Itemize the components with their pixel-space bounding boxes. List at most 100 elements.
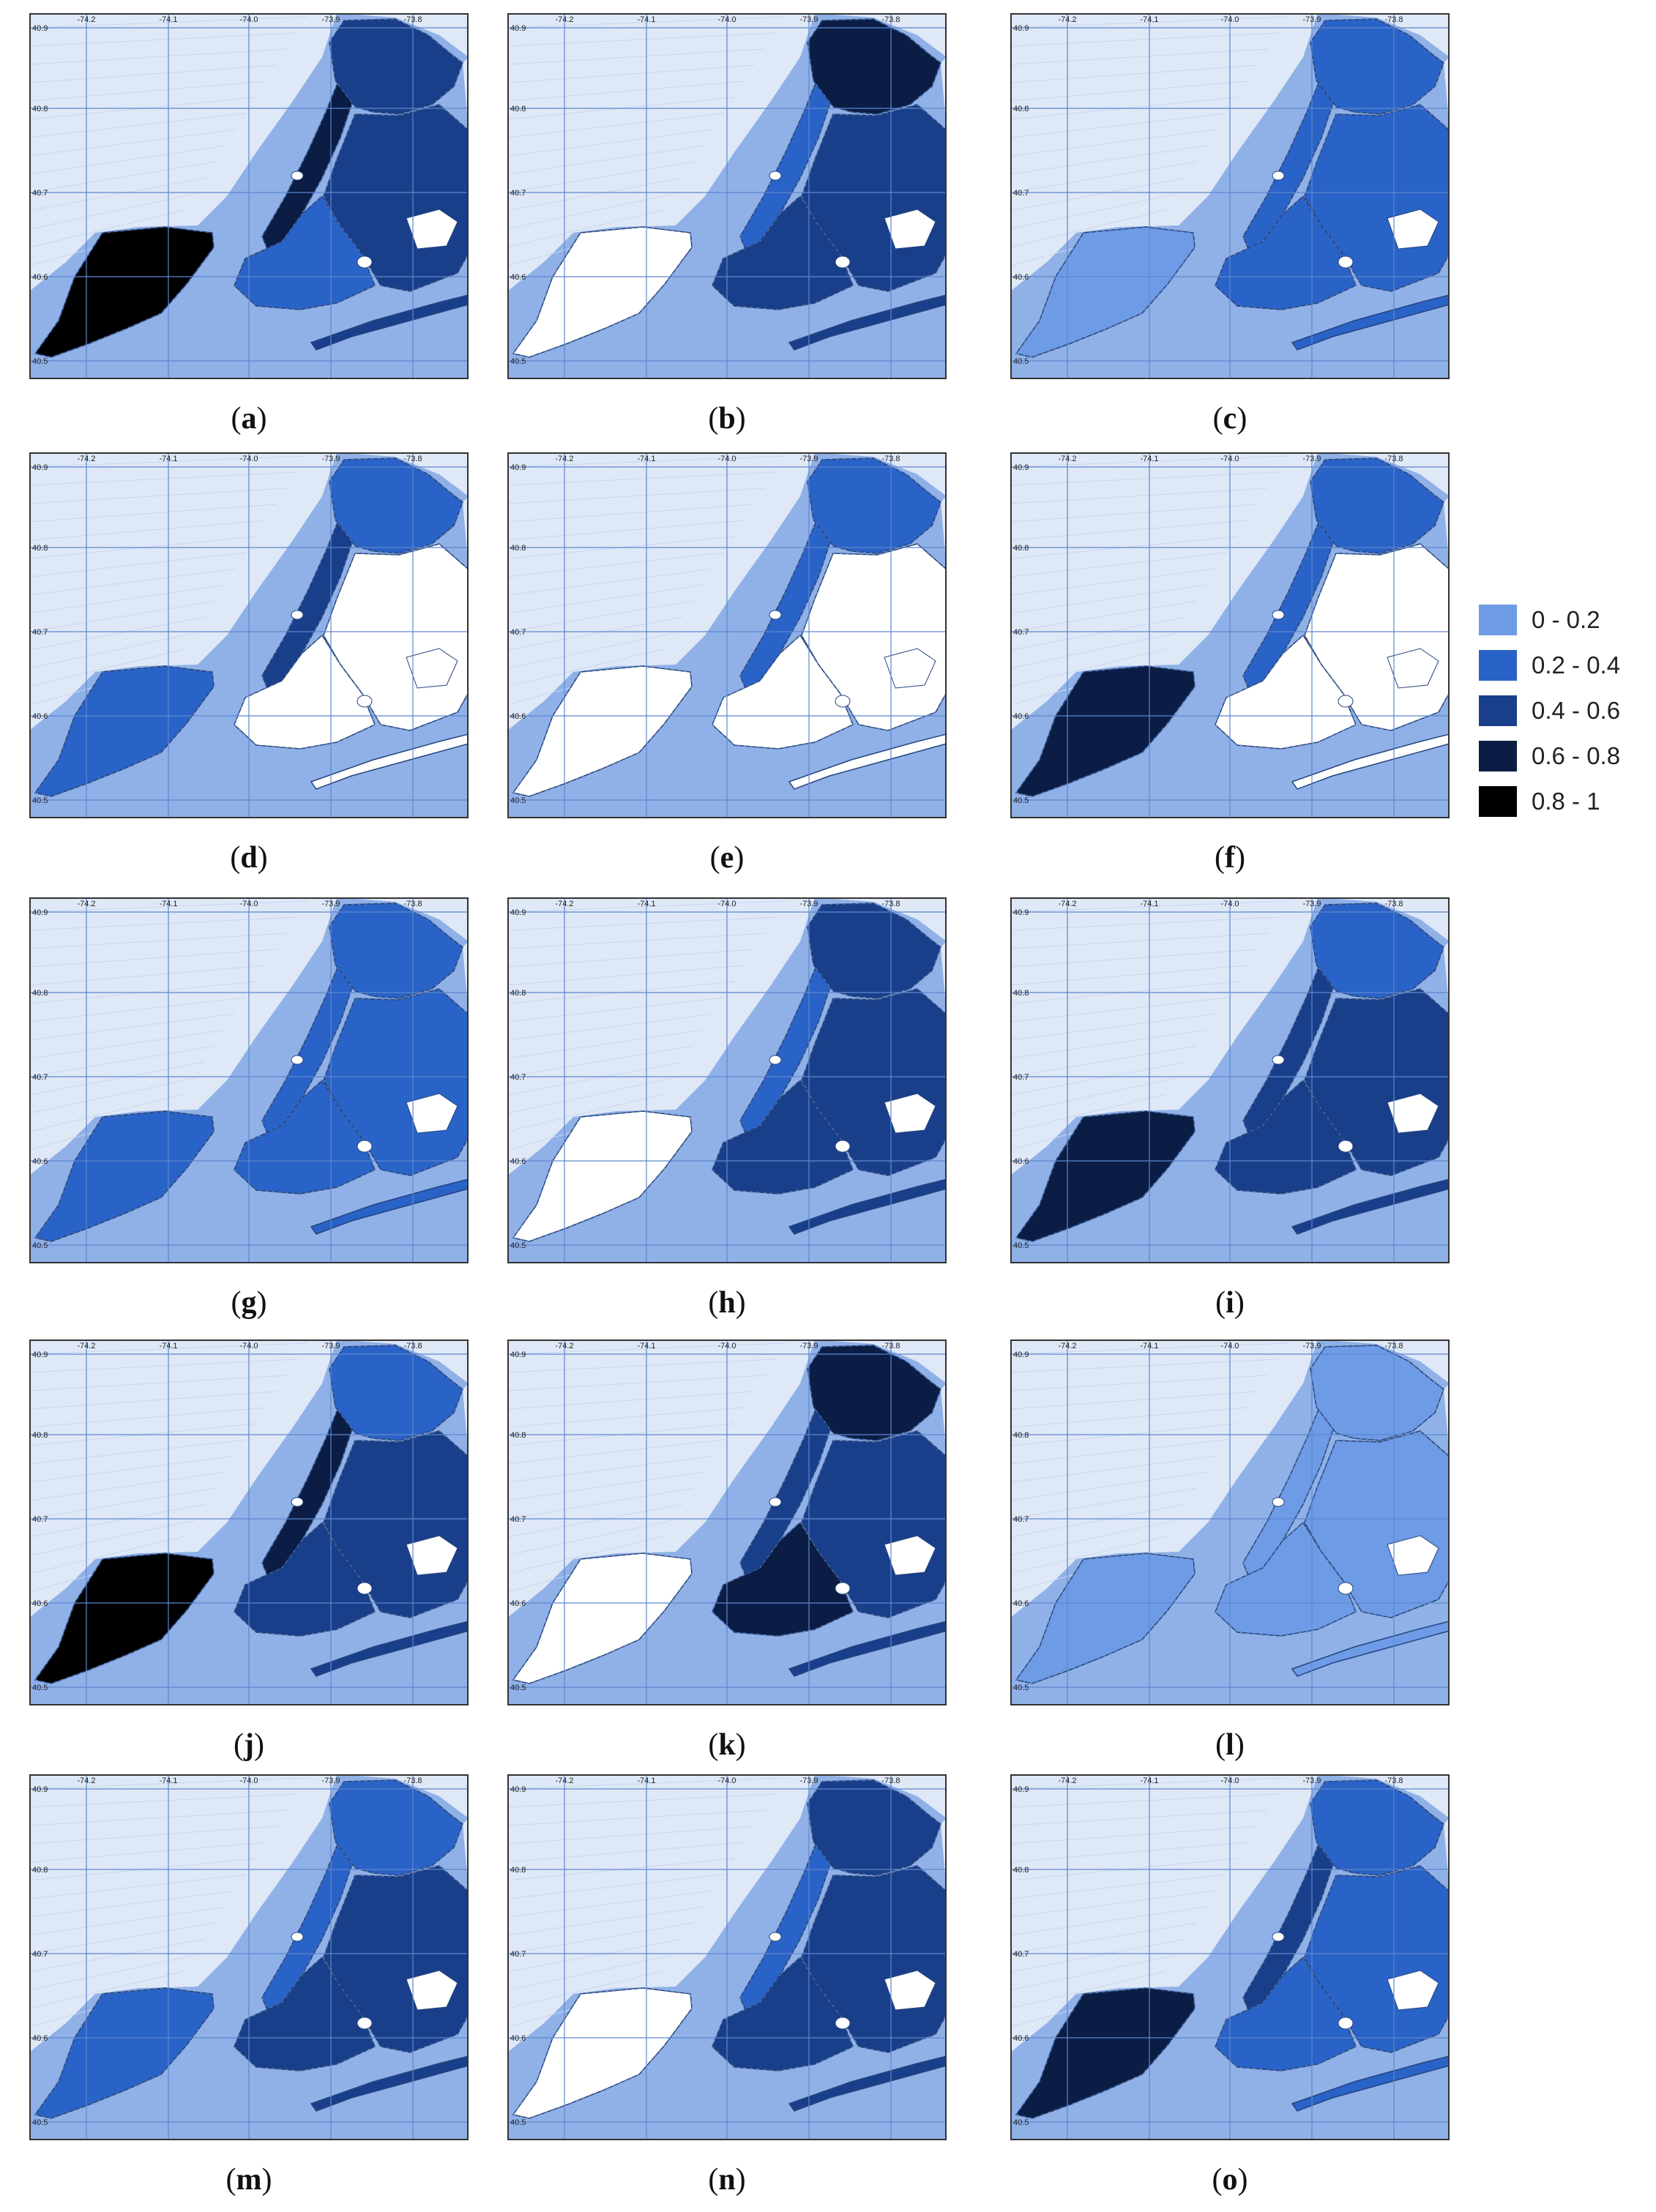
y-tick-label: 40.5 bbox=[510, 1684, 526, 1692]
map-frame: -74.2 -74.1 -74.0 -73.9 -73.8 40.9 40.8 40.7 40.… bbox=[507, 13, 947, 394]
panel-letter: h bbox=[718, 1286, 736, 1320]
district-outlines bbox=[1310, 903, 1444, 999]
x-tick-label: -74.0 bbox=[239, 15, 258, 24]
y-tick-label: 40.8 bbox=[510, 105, 526, 113]
y-tick-label: 40.7 bbox=[32, 1515, 48, 1524]
unshaded-area bbox=[884, 1093, 936, 1134]
street-texture bbox=[507, 1890, 715, 1918]
street-texture bbox=[29, 1061, 206, 1096]
street-texture bbox=[507, 487, 766, 504]
x-tick-label: -74.2 bbox=[77, 1776, 95, 1785]
x-tick-label: -74.1 bbox=[1140, 1776, 1158, 1785]
x-tick-label: -74.2 bbox=[555, 15, 573, 24]
mainland-area bbox=[1318, 452, 1450, 496]
x-tick-label: -74.1 bbox=[1140, 1342, 1158, 1350]
district-outlines bbox=[329, 18, 463, 115]
choropleth-map: -74.2 -74.1 -74.0 -73.9 -73.8 40.9 40.8 40.7 40.… bbox=[1010, 1339, 1450, 1705]
x-tick-label: -74.1 bbox=[159, 455, 177, 463]
street-texture bbox=[1010, 997, 1228, 1023]
street-texture bbox=[507, 161, 694, 193]
unshaded-area bbox=[884, 209, 936, 250]
street-texture bbox=[507, 632, 674, 669]
street-texture bbox=[29, 1906, 226, 1936]
street-texture bbox=[507, 1809, 766, 1826]
map-frame: -74.2 -74.1 -74.0 -73.9 -73.8 40.9 40.8 40.7 40.… bbox=[29, 452, 469, 833]
x-tick-label: -73.8 bbox=[403, 15, 422, 24]
street-texture bbox=[1010, 209, 1166, 248]
street-texture bbox=[29, 600, 216, 632]
panel-caption: (i) bbox=[1215, 1286, 1245, 1320]
x-tick-label: -74.1 bbox=[159, 1342, 177, 1350]
street-texture bbox=[1010, 1536, 1166, 1574]
map-frame: -74.2 -74.1 -74.0 -73.9 -73.8 40.9 40.8 40.7 40.… bbox=[507, 452, 947, 833]
y-tick-label: 40.7 bbox=[1013, 1073, 1029, 1082]
unshaded-area bbox=[1387, 1093, 1439, 1134]
unshaded-area bbox=[835, 695, 851, 708]
street-texture bbox=[29, 1793, 298, 1808]
street-texture bbox=[507, 965, 745, 986]
x-tick-label: -74.1 bbox=[637, 1776, 655, 1785]
street-texture bbox=[1010, 1520, 1176, 1556]
y-tick-label: 40.9 bbox=[510, 1785, 526, 1794]
map-panel-h: -74.2 -74.1 -74.0 -73.9 -73.8 40.9 40.8 40.7 40.… bbox=[507, 897, 947, 1320]
x-tick-label: -74.2 bbox=[77, 15, 95, 24]
map-frame: -74.2 -74.1 -74.0 -73.9 -73.8 40.9 40.8 40.7 40.… bbox=[29, 1774, 469, 2155]
x-tick-label: -73.9 bbox=[321, 15, 340, 24]
street-texture bbox=[1010, 600, 1197, 632]
street-texture bbox=[1010, 1487, 1197, 1520]
x-tick-label: -73.8 bbox=[403, 1342, 422, 1350]
street-texture bbox=[29, 209, 185, 248]
street-texture bbox=[29, 933, 288, 949]
mainland-area bbox=[815, 13, 947, 57]
street-texture bbox=[507, 1826, 756, 1845]
unshaded-area bbox=[291, 1497, 304, 1507]
district-outlines bbox=[1310, 18, 1444, 115]
y-tick-label: 40.5 bbox=[1013, 1241, 1029, 1250]
legend-swatch bbox=[1479, 695, 1517, 726]
panel-caption: (o) bbox=[1212, 2163, 1248, 2197]
district-outlines bbox=[807, 18, 941, 115]
map-border bbox=[1010, 13, 1450, 379]
street-texture bbox=[29, 1874, 247, 1899]
unshaded-area bbox=[1272, 171, 1285, 181]
mainland-area bbox=[337, 1774, 469, 1818]
x-tick-label: -73.8 bbox=[881, 15, 900, 24]
street-texture bbox=[1010, 1938, 1187, 1973]
y-tick-label: 40.5 bbox=[32, 357, 48, 366]
street-texture bbox=[29, 1809, 288, 1826]
y-tick-label: 40.6 bbox=[510, 1599, 526, 1608]
mainland-area bbox=[1318, 897, 1450, 941]
y-tick-label: 40.7 bbox=[1013, 1515, 1029, 1524]
street-texture bbox=[29, 649, 185, 687]
street-texture bbox=[29, 1045, 216, 1077]
x-tick-label: -73.9 bbox=[799, 1776, 818, 1785]
y-tick-label: 40.9 bbox=[32, 463, 48, 472]
y-tick-label: 40.5 bbox=[510, 1241, 526, 1250]
panel-letter: b bbox=[718, 402, 736, 436]
x-tick-label: -74.2 bbox=[77, 1342, 95, 1350]
x-tick-label: -73.8 bbox=[1384, 900, 1403, 908]
district-outlines bbox=[1215, 635, 1357, 750]
street-texture bbox=[29, 193, 195, 230]
legend-item: 0.6 - 0.8 bbox=[1479, 736, 1655, 776]
y-tick-label: 40.8 bbox=[1013, 544, 1029, 553]
y-tick-label: 40.5 bbox=[32, 2118, 48, 2127]
street-texture bbox=[29, 81, 267, 102]
choropleth-map: -74.2 -74.1 -74.0 -73.9 -73.8 40.9 40.8 40.7 40.… bbox=[29, 1774, 469, 2140]
street-texture bbox=[507, 1874, 725, 1899]
panel-caption: (m) bbox=[225, 2163, 272, 2197]
street-texture bbox=[29, 145, 226, 175]
y-tick-label: 40.5 bbox=[32, 796, 48, 805]
street-texture bbox=[507, 1359, 776, 1373]
unshaded-area bbox=[835, 2017, 851, 2030]
x-tick-label: -73.8 bbox=[881, 1776, 900, 1785]
street-texture bbox=[1010, 64, 1258, 83]
street-texture bbox=[29, 1375, 288, 1391]
y-tick-label: 40.8 bbox=[32, 544, 48, 553]
street-texture bbox=[507, 520, 745, 541]
street-texture bbox=[507, 1487, 694, 1520]
y-tick-label: 40.7 bbox=[510, 189, 526, 198]
choropleth-map: -74.2 -74.1 -74.0 -73.9 -73.8 40.9 40.8 40.7 40.… bbox=[29, 13, 469, 379]
legend-label: 0.4 - 0.6 bbox=[1532, 697, 1621, 724]
street-texture bbox=[1010, 81, 1248, 102]
